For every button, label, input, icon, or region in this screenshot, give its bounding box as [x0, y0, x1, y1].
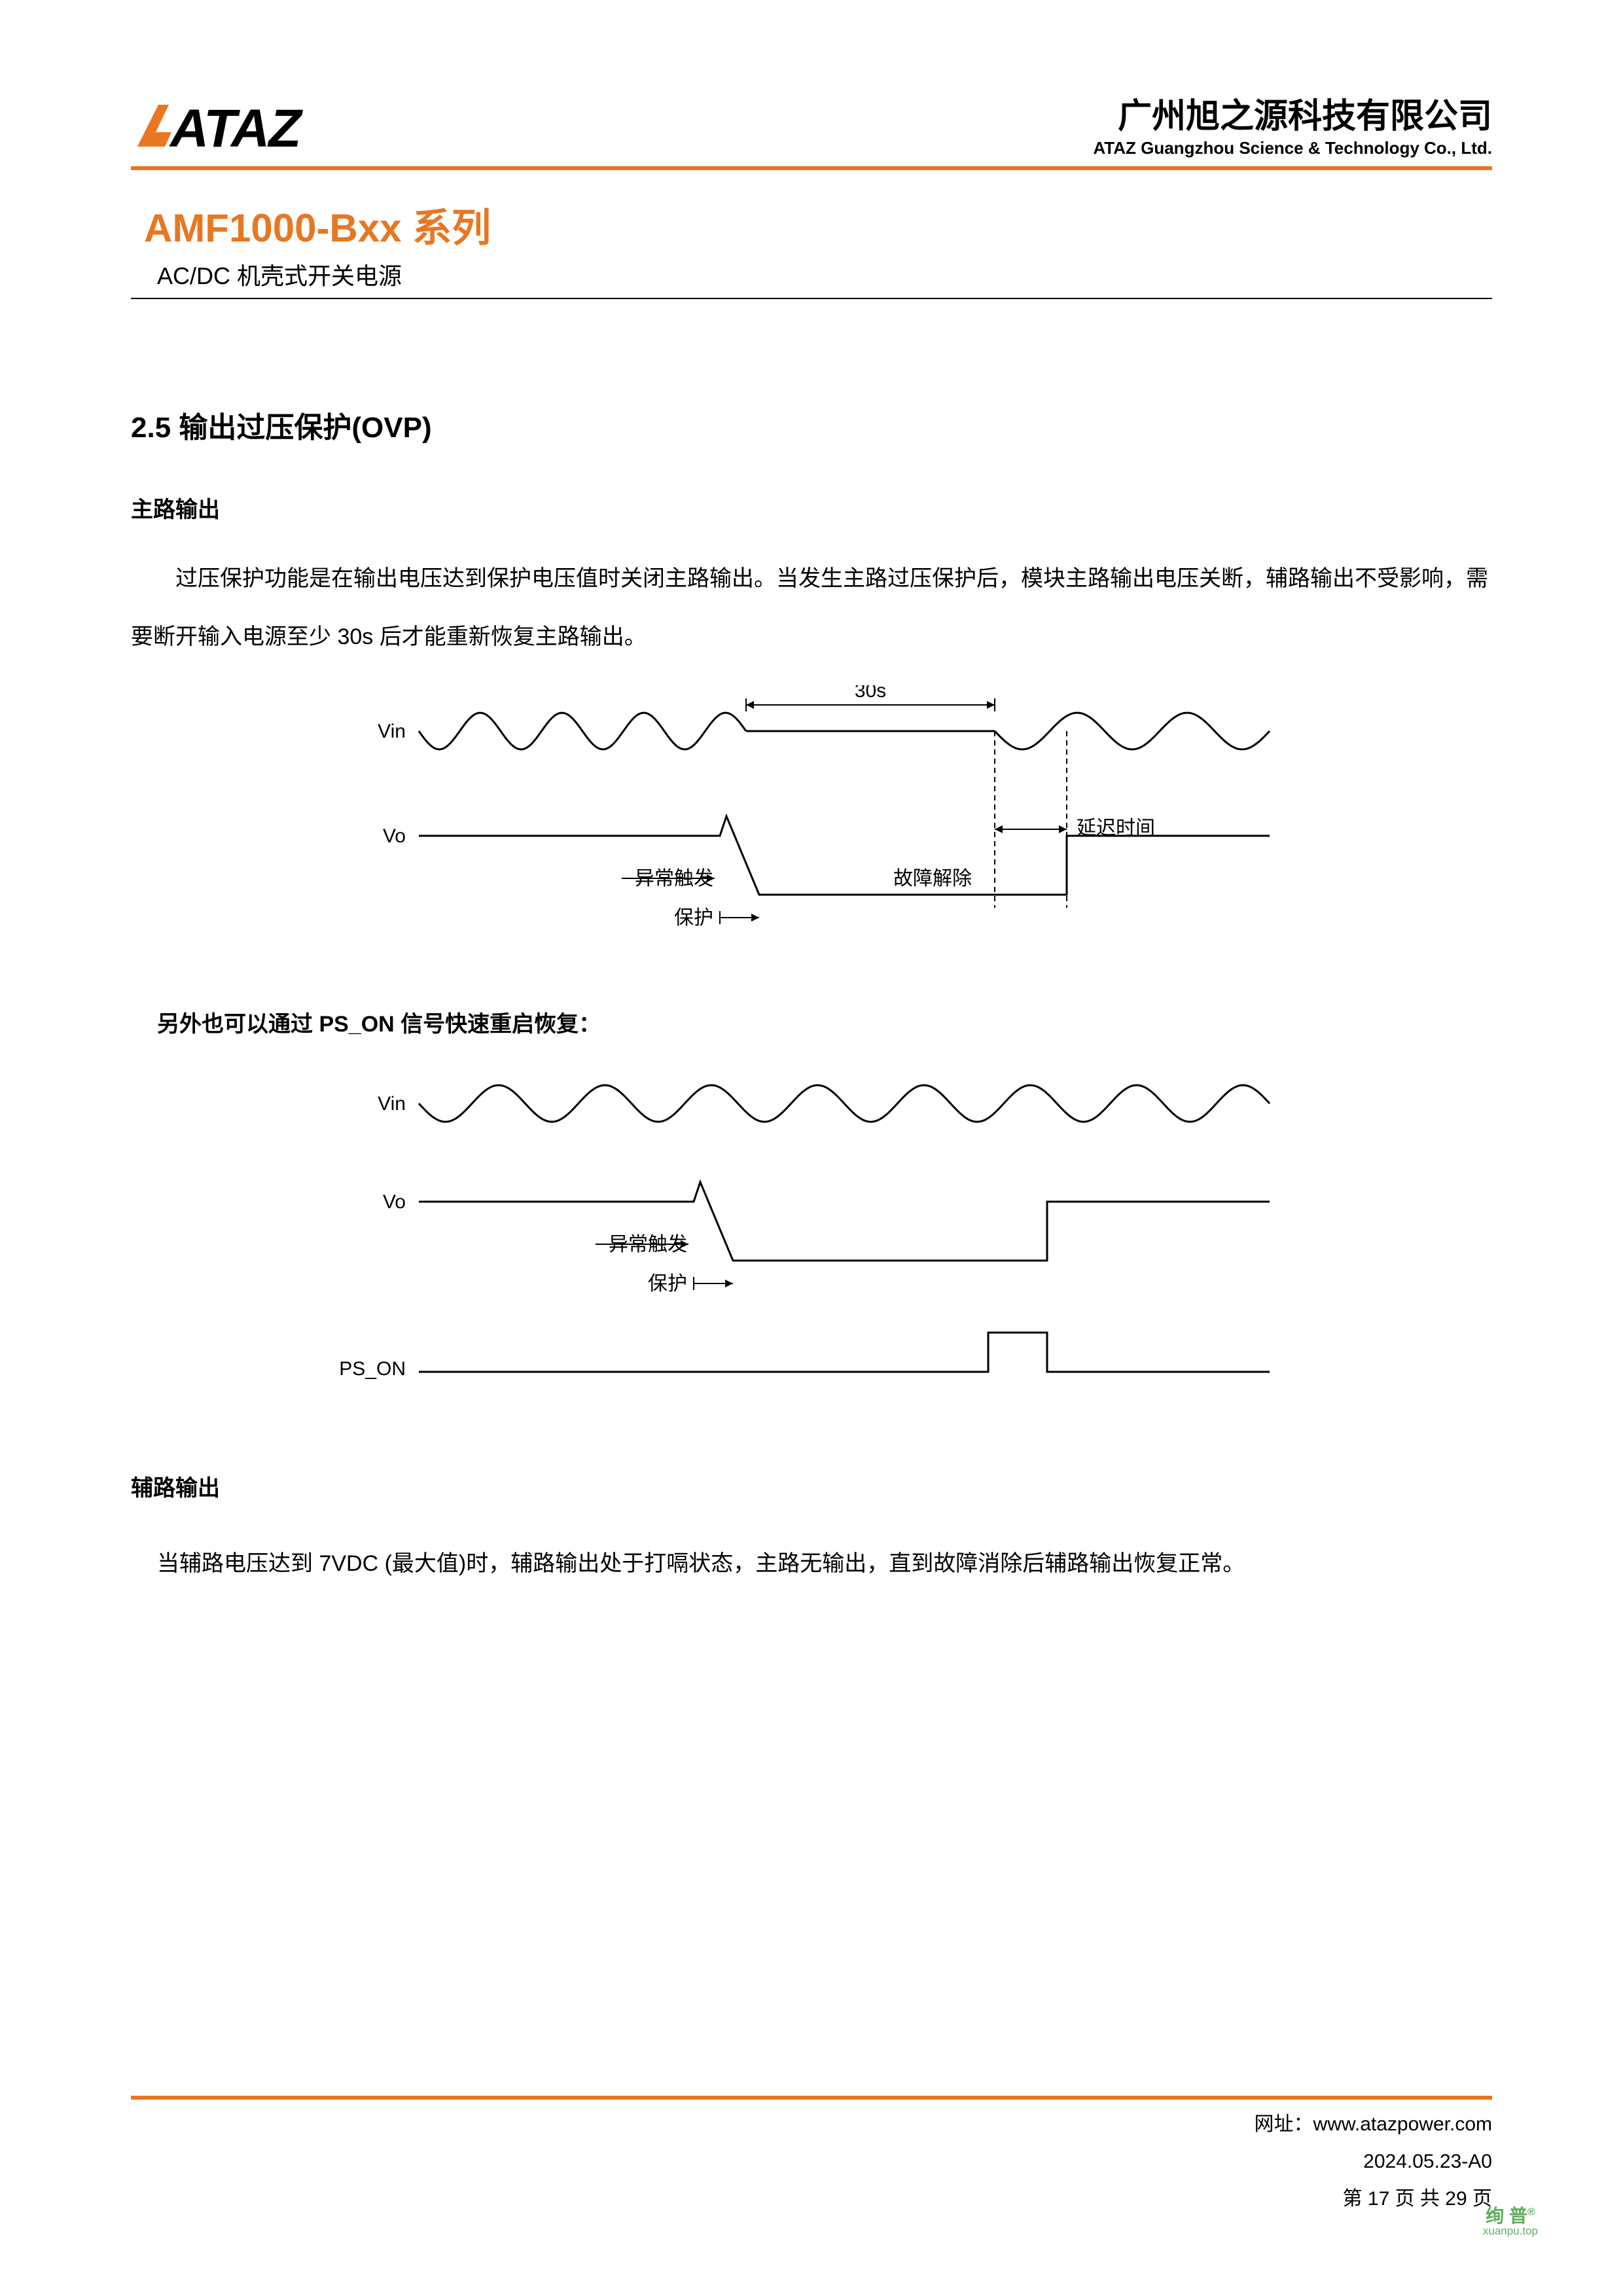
logo-svg: ATAZ — [131, 99, 347, 158]
page-header: ATAZ 广州旭之源科技有限公司 ATAZ Guangzhou Science … — [131, 98, 1492, 166]
product-subtitle: AC/DC 机壳式开关电源 — [157, 257, 1492, 291]
svg-text:Vo: Vo — [383, 1191, 406, 1213]
svg-text:Vin: Vin — [378, 1093, 406, 1115]
footer-page: 第 17 页 共 29 页 — [1255, 2180, 1492, 2217]
title-underline — [131, 298, 1492, 299]
svg-text:Vo: Vo — [383, 825, 406, 847]
svg-text:保护: 保护 — [648, 1273, 687, 1295]
section-heading: 2.5 输出过压保护(OVP) — [131, 404, 1492, 446]
company-name-en: ATAZ Guangzhou Science & Technology Co.,… — [1093, 138, 1492, 158]
svg-text:延迟时间: 延迟时间 — [1077, 817, 1155, 839]
svg-text:PS_ON: PS_ON — [339, 1358, 406, 1380]
company-block: 广州旭之源科技有限公司 ATAZ Guangzhou Science & Tec… — [1093, 98, 1492, 158]
watermark: 绚 普® xuanpu.top — [1483, 2206, 1538, 2237]
watermark-reg: ® — [1527, 2206, 1535, 2217]
footer-url-line: 网址：www.atazpower.com — [1255, 2106, 1492, 2143]
footer-url-label: 网址： — [1255, 2113, 1313, 2135]
company-name-cn: 广州旭之源科技有限公司 — [1093, 98, 1492, 135]
note-pson: 另外也可以通过 PS_ON 信号快速重启恢复： — [157, 1006, 1492, 1038]
subheading-main-output: 主路输出 — [131, 492, 1492, 524]
footer-url: www.atazpower.com — [1313, 2113, 1492, 2135]
product-title: AMF1000-Bxx 系列 — [144, 196, 1492, 253]
header-rule — [131, 166, 1492, 170]
timing-diagram-2: VinVo异常触发保护PS_ON — [334, 1058, 1289, 1411]
svg-text:30s: 30s — [855, 685, 886, 702]
timing-diagram-1: Vin30sVo延迟时间异常触发故障解除保护 — [334, 685, 1289, 973]
logo-text: ATAZ — [169, 99, 303, 158]
page-footer: 网址：www.atazpower.com 2024.05.23-A0 第 17 … — [1255, 2106, 1492, 2217]
svg-text:故障解除: 故障解除 — [893, 868, 972, 889]
footer-rule — [131, 2096, 1492, 2100]
svg-text:Vin: Vin — [378, 721, 406, 742]
watermark-main: 绚 普 — [1486, 2206, 1527, 2226]
footer-date: 2024.05.23-A0 — [1255, 2143, 1492, 2180]
watermark-sub: xuanpu.top — [1483, 2225, 1538, 2237]
paragraph-ovp-desc: 过压保护功能是在输出电压达到保护电压值时关闭主路输出。当发生主路过压保护后，模块… — [131, 550, 1492, 666]
logo: ATAZ — [131, 99, 347, 158]
paragraph-aux-desc: 当辅路电压达到 7VDC (最大值)时，辅路输出处于打嗝状态，主路无输出，直到故… — [157, 1535, 1492, 1592]
svg-text:保护: 保护 — [674, 907, 713, 929]
subheading-aux-output: 辅路输出 — [131, 1470, 1492, 1502]
